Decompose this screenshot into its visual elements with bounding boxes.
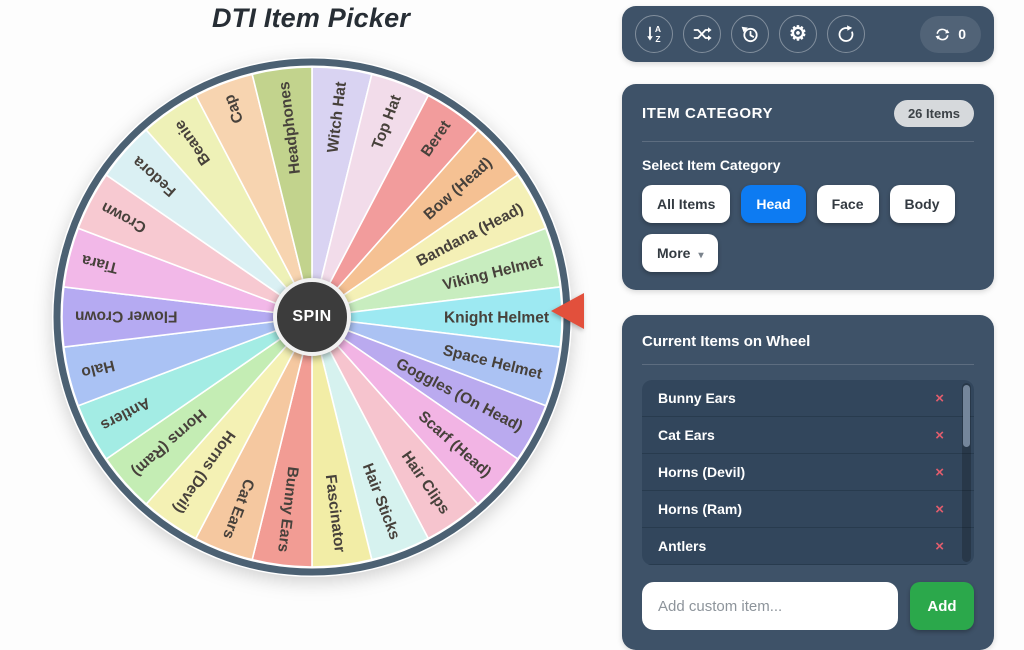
list-item-label: Cat Ears — [658, 427, 715, 443]
spin-counter-badge[interactable]: 0 — [920, 15, 981, 53]
shuffle-icon — [692, 24, 712, 44]
remove-item-button[interactable]: × — [935, 537, 944, 555]
settings-button[interactable]: ⚙ — [779, 15, 817, 53]
list-item: Horns (Ram) × — [642, 491, 974, 528]
wheel-segment[interactable] — [251, 66, 313, 318]
list-item-label: Horns (Devil) — [658, 464, 746, 480]
chevron-down-icon: ▾ — [698, 250, 704, 261]
remove-item-button[interactable]: × — [935, 426, 944, 444]
history-icon — [740, 24, 760, 44]
current-items-title: Current Items on Wheel — [642, 333, 811, 350]
rotate-button[interactable] — [827, 15, 865, 53]
add-custom-item-input[interactable] — [642, 582, 898, 630]
sync-icon — [935, 27, 950, 42]
right-rail: A Z ⚙ 0 ITEM CATEGORY 26 Items Select Item… — [622, 6, 994, 650]
wheel-segment-label: Flower Crown — [75, 308, 177, 325]
list-item: Antlers × — [642, 528, 974, 565]
page-title: DTI Item Picker — [211, 3, 411, 33]
category-face-button[interactable]: Face — [816, 185, 879, 223]
category-panel-title: ITEM CATEGORY — [642, 105, 774, 122]
divider — [642, 364, 974, 365]
item-count-badge: 26 Items — [893, 100, 974, 127]
item-wheel[interactable]: Witch Hat Top Hat Beret Bow (Head) Bandana (… — [46, 51, 578, 583]
list-item-label: Bunny Ears — [658, 390, 736, 406]
list-scrollbar[interactable] — [962, 383, 971, 562]
current-items-panel: Current Items on Wheel Bunny Ears × Cat Ea… — [622, 315, 994, 650]
item-category-panel: ITEM CATEGORY 26 Items Select Item Categ… — [622, 84, 994, 290]
remove-item-button[interactable]: × — [935, 463, 944, 481]
divider — [642, 141, 974, 142]
category-body-button[interactable]: Body — [889, 185, 955, 223]
list-item-label: Antlers — [658, 538, 707, 554]
remove-item-button[interactable]: × — [935, 500, 944, 518]
list-item-label: Horns (Ram) — [658, 501, 743, 517]
spin-counter-value: 0 — [958, 26, 966, 42]
wheel-toolbar: A Z ⚙ 0 — [622, 6, 994, 62]
gear-icon: ⚙ — [789, 23, 807, 45]
add-item-row: Add — [642, 582, 974, 630]
list-item: Cat Ears × — [642, 417, 974, 454]
category-more-button[interactable]: More ▾ — [642, 234, 719, 272]
remove-item-button[interactable]: × — [935, 389, 944, 407]
add-item-button[interactable]: Add — [910, 582, 974, 630]
spin-button[interactable]: SPIN — [273, 278, 351, 356]
category-head-button[interactable]: Head — [741, 185, 806, 223]
list-item: Bunny Ears × — [642, 380, 974, 417]
category-button-group: All Items Head Face Body More ▾ — [642, 185, 974, 272]
more-label: More — [657, 245, 691, 261]
wheel-segment-label: Knight Helmet — [444, 309, 549, 326]
scrollbar-thumb[interactable] — [963, 385, 970, 447]
wheel-items-list: Bunny Ears × Cat Ears × Horns (Devil) × Horns … — [642, 380, 974, 565]
rotate-right-icon — [836, 24, 856, 44]
shuffle-button[interactable] — [683, 15, 721, 53]
select-category-label: Select Item Category — [642, 157, 781, 173]
list-item: Horns (Devil) × — [642, 454, 974, 491]
history-button[interactable] — [731, 15, 769, 53]
svg-text:Z: Z — [655, 34, 660, 44]
category-all-items-button[interactable]: All Items — [642, 185, 731, 223]
svg-text:A: A — [655, 24, 661, 34]
wheel-pointer-icon — [551, 293, 584, 329]
